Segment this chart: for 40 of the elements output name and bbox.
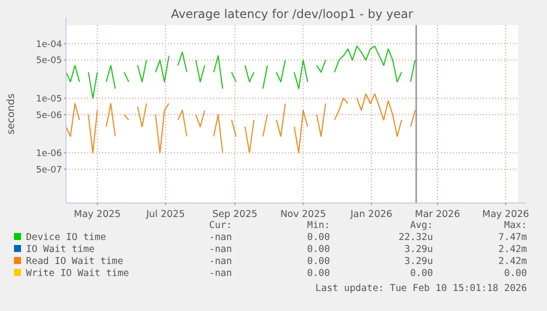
y-tick-label: 1e-05 [36, 94, 62, 104]
legend-label: IO Wait time [26, 244, 95, 255]
chart-title: Average latency for /dev/loop1 - by year [170, 7, 414, 21]
x-tick-label: May 2026 [482, 209, 530, 220]
text: 0.00 [307, 232, 330, 243]
x-tick-label: Jan 2026 [350, 209, 392, 220]
x-tick-label: Nov 2025 [280, 209, 326, 220]
text: 22.32u [398, 232, 433, 243]
legend-label: Read IO Wait time [26, 256, 124, 267]
text: 0.00 [307, 256, 330, 267]
text: 2.42m [498, 244, 528, 255]
text: 0.00 [504, 268, 528, 279]
y-tick-label: 5e-06 [36, 110, 62, 121]
text: -nan [209, 244, 232, 255]
text: -nan [209, 232, 232, 243]
text: -nan [209, 268, 232, 279]
x-tick-label: Sep 2025 [212, 209, 258, 220]
y-tick-label: 1e-04 [36, 40, 62, 50]
y-tick-label: 5e-05 [36, 56, 62, 66]
text: Min: [307, 220, 330, 231]
text: Max: [504, 220, 527, 231]
text: 0.00 [410, 268, 434, 279]
y-axis-title: seconds [6, 94, 17, 134]
legend-label: Device IO time [26, 232, 106, 243]
text: Cur: [209, 220, 232, 231]
text: 3.29u [404, 244, 433, 255]
text: Avg: [410, 220, 433, 231]
text: 2.42m [498, 256, 528, 267]
y-tick-label: 1e-06 [36, 148, 62, 159]
x-tick-label: May 2025 [74, 209, 121, 220]
y-tick-label: 5e-07 [36, 165, 62, 176]
text: 7.47m [498, 232, 528, 243]
text: Last update: Tue Feb 10 15:01:18 2026 [315, 283, 528, 294]
x-tick-label: Jul 2025 [145, 209, 185, 220]
text: 3.29u [404, 256, 433, 267]
text: -nan [209, 256, 232, 267]
text: 0.00 [307, 268, 330, 279]
x-tick-label: Mar 2026 [414, 209, 460, 220]
legend-label: Write IO Wait time [26, 268, 130, 279]
text: 0.00 [307, 244, 330, 255]
